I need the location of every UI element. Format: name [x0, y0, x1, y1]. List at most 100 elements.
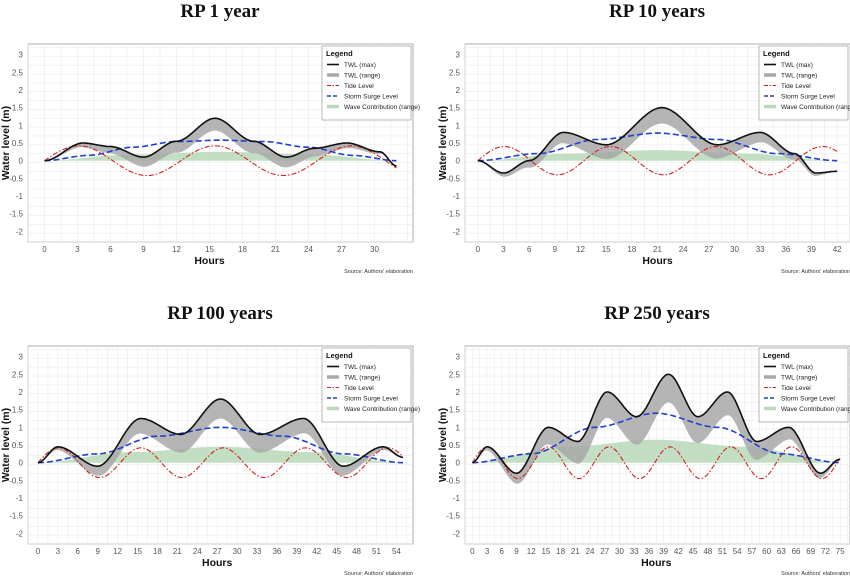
y-tick-label: 3: [19, 353, 24, 362]
y-tick-label: -1.5: [446, 210, 460, 219]
x-tick-label: 15: [541, 547, 550, 556]
x-tick-label: 24: [193, 547, 202, 556]
y-tick-label: -1: [16, 192, 24, 201]
storm-surge-line: [477, 132, 838, 162]
twl-range-band: [477, 107, 838, 177]
y-tick-label: -1.5: [446, 512, 460, 521]
legend-item-label: TWL (max): [781, 62, 813, 69]
legend: Legend TWL (max) TWL (range) Tide Level Stor…: [321, 347, 420, 423]
x-tick-label: 33: [630, 547, 639, 556]
x-tick-label: 18: [238, 245, 247, 254]
legend-item-label: TWL (range): [781, 375, 817, 382]
chart-panel-3: RP 100 years-2-1.5-1-0.500.511.522.530 3 6…: [0, 303, 420, 577]
source-note: Source: Authors' elaboration: [781, 571, 850, 577]
x-tick-label: 39: [659, 547, 668, 556]
x-tick-label: 18: [627, 245, 636, 254]
x-tick-label: 9: [141, 245, 146, 254]
y-axis-label: Water level (m): [437, 408, 449, 482]
x-tick-label: 18: [153, 547, 162, 556]
twl-max-line: [37, 398, 404, 467]
x-tick-label: 6: [527, 245, 532, 254]
x-tick-label: 63: [777, 547, 786, 556]
y-tick-label: 1: [456, 423, 461, 432]
legend-item-label: TWL (max): [344, 62, 376, 69]
x-tick-label: 36: [272, 547, 281, 556]
x-tick-label: 24: [586, 547, 595, 556]
y-tick-label: 1: [19, 121, 24, 130]
twl-range-band: [38, 399, 403, 476]
y-axis-label: Water level (m): [0, 408, 12, 482]
storm-surge-line: [472, 412, 841, 464]
x-tick-label: 39: [292, 547, 301, 556]
legend-item-label: TWL (max): [781, 364, 813, 371]
legend-item-label: Tide Level: [781, 385, 811, 392]
y-tick-label: -0.5: [9, 476, 23, 485]
x-tick-label: 15: [205, 245, 214, 254]
y-tick-label: -2: [453, 227, 461, 236]
y-tick-label: 2.5: [12, 370, 24, 379]
y-tick-label: 1: [19, 423, 24, 432]
legend-item-label: Storm Surge Level: [781, 396, 835, 403]
x-tick-label: 72: [821, 547, 830, 556]
x-tick-label: 30: [370, 245, 379, 254]
x-tick-label: 27: [213, 547, 222, 556]
chart-panel-1: RP 1 year-2-1.5-1-0.500.511.522.530 3 6 9 12…: [0, 1, 420, 275]
x-tick-label: 30: [730, 245, 739, 254]
x-axis-label: Hours: [194, 255, 224, 267]
legend-item-label: Wave Contribution (range): [781, 406, 850, 413]
tide-level-line: [477, 145, 838, 176]
legend-item-label: Storm Surge Level: [344, 396, 398, 403]
x-tick-label: 48: [352, 547, 361, 556]
y-tick-label: 2.5: [449, 68, 461, 77]
x-tick-label: 42: [833, 245, 842, 254]
wave-contribution-band: [38, 446, 403, 463]
x-tick-label: 27: [600, 547, 609, 556]
x-tick-label: 6: [76, 547, 81, 556]
x-axis-label: Hours: [641, 557, 671, 569]
legend-item-label: Wave Contribution (range): [344, 406, 420, 413]
y-tick-label: 1.5: [449, 406, 461, 415]
y-tick-label: -0.5: [446, 476, 460, 485]
legend: Legend TWL (max) TWL (range) Tide Level Stor…: [321, 45, 420, 121]
y-tick-label: 3: [456, 353, 461, 362]
y-tick-label: 1.5: [12, 406, 24, 415]
y-tick-label: 2.5: [12, 68, 24, 77]
legend-item-label: Tide Level: [344, 83, 374, 90]
x-tick-label: 51: [718, 547, 727, 556]
x-tick-label: 18: [556, 547, 565, 556]
legend-item-label: TWL (range): [344, 73, 380, 80]
legend: Legend TWL (max) TWL (range) Tide Level Stor…: [758, 45, 850, 121]
grid: [464, 346, 850, 545]
y-tick-label: 0: [19, 459, 24, 468]
chart-panel-2: RP 10 years-2-1.5-1-0.500.511.522.530 3 6 9…: [437, 1, 850, 275]
legend-item-label: TWL (max): [344, 364, 376, 371]
y-tick-label: -2: [453, 529, 461, 538]
y-tick-label: 2: [456, 86, 461, 95]
x-tick-label: 21: [173, 547, 182, 556]
y-tick-label: 2: [19, 388, 24, 397]
x-tick-label: 6: [108, 245, 113, 254]
x-tick-label: 3: [75, 245, 80, 254]
source-note: Source: Authors' elaboration: [344, 571, 413, 577]
x-tick-label: 21: [271, 245, 280, 254]
x-tick-label: 42: [312, 547, 321, 556]
wave-contribution-band: [477, 150, 838, 161]
chart-title: RP 10 years: [609, 1, 705, 22]
x-tick-label: 69: [806, 547, 815, 556]
chart-title: RP 100 years: [167, 303, 273, 324]
y-tick-label: -0.5: [446, 174, 460, 183]
x-tick-label: 9: [95, 547, 100, 556]
x-tick-label: 0: [36, 547, 41, 556]
twl-max-line: [472, 373, 841, 475]
x-tick-label: 36: [644, 547, 653, 556]
x-tick-label: 21: [653, 245, 662, 254]
y-tick-label: 0.5: [449, 139, 461, 148]
legend-item-label: Tide Level: [781, 83, 811, 90]
y-tick-label: -0.5: [9, 174, 23, 183]
legend-title: Legend: [326, 351, 353, 360]
y-tick-label: 3: [456, 51, 461, 60]
x-tick-label: 0: [476, 245, 481, 254]
y-tick-label: 0: [456, 459, 461, 468]
